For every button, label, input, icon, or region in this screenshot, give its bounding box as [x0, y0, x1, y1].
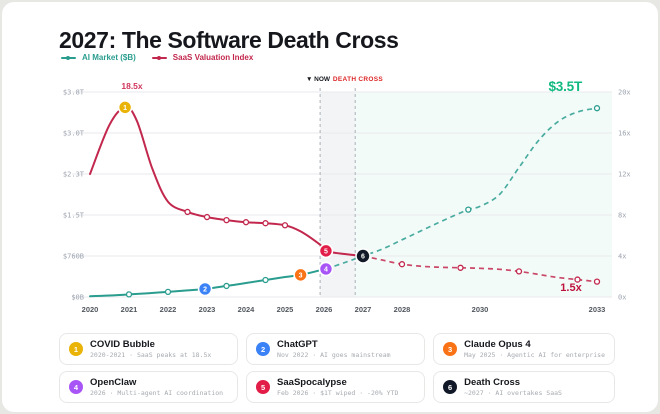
saas-line-swatch-icon	[151, 55, 167, 60]
saas_index-point-marker	[184, 208, 191, 216]
saas_index-point-marker	[515, 268, 523, 275]
event-card-description: 2026 · Multi-agent AI coordination	[90, 388, 224, 397]
event-card-openclaw: 4 OpenClaw 2026 · Multi-agent AI coordinat…	[59, 371, 239, 403]
saas_index-point-marker	[593, 278, 601, 285]
ai_market-point-marker	[164, 288, 172, 296]
event-marker-4[interactable]	[318, 261, 334, 277]
projection-band	[355, 92, 612, 297]
event-card-title: SaaSpocalypse	[277, 376, 347, 388]
left-axis-tick-label: $3.0T	[63, 130, 85, 138]
ai_market-point-marker	[593, 105, 601, 112]
event-card-description: May 2025 · Agentic AI for enterprise	[464, 350, 605, 359]
saas_index-point-marker	[398, 261, 406, 268]
event-number-badge: 3	[443, 342, 458, 356]
event-marker-number: 6	[361, 254, 365, 261]
page-title: 2027: The Software Death Cross	[59, 27, 399, 54]
right-axis-tick-label: 0x	[618, 294, 626, 302]
chart-area: $0B $760B $1.5T $2.3T $3.0T $3.8T 0x 4x 8x 12x 16x…	[32, 74, 638, 326]
saas_index-point-marker	[203, 213, 211, 221]
event-number-badge: 6	[443, 380, 458, 394]
left-axis-tick-label: $3.8T	[63, 89, 85, 97]
event-card-title: OpenClaw	[90, 376, 137, 388]
x-axis-tick-label: 2026	[316, 305, 333, 314]
ai_market-point-marker	[262, 276, 269, 284]
legend-label-saas-index: SaaS Valuation Index	[172, 53, 254, 62]
left-axis-tick-label: $760B	[63, 253, 84, 261]
x-axis-tick-label: 2028	[394, 305, 411, 314]
saas_index-point-marker	[457, 264, 464, 271]
death-cross-label: DEATH CROSS	[332, 76, 384, 83]
event-card-description: 2020-2021 · SaaS peaks at 18.5x	[90, 350, 212, 359]
chart-legend: AI Market ($B) SaaS Valuation Index	[61, 53, 253, 62]
event-marker-5[interactable]	[318, 243, 334, 259]
event-card-claude-opus-4: 3 Claude Opus 4 May 2025 · Agentic AI for …	[433, 333, 615, 365]
x-axis-tick-label: 2020	[82, 305, 99, 314]
now-marker-label: ▼ NOW	[305, 76, 331, 83]
event-marker-number: 1	[123, 105, 127, 112]
event-card-title: COVID Bubble	[90, 338, 155, 350]
right-axis-tick-label: 12x	[618, 171, 631, 179]
event-card-covid-bubble: 1 COVID Bubble 2020-2021 · SaaS peaks at 1…	[59, 333, 239, 365]
saas_index-point-marker	[281, 222, 289, 229]
saas-endpoint-value-label: 1.5x	[560, 282, 582, 294]
event-marker-2[interactable]	[197, 281, 213, 297]
x-axis-tick-label: 2023	[199, 305, 216, 314]
event-card-title: Claude Opus 4	[464, 338, 531, 350]
event-number-badge: 2	[256, 342, 271, 356]
event-marker-number: 3	[299, 272, 303, 279]
event-card-description: Feb 2026 · $1T wiped · -20% YTD	[277, 388, 399, 397]
x-axis-tick-label: 2027	[355, 305, 372, 314]
event-card-title: ChatGPT	[277, 338, 318, 350]
ai_market-point-marker	[125, 291, 133, 298]
saas_index-point-marker	[223, 216, 230, 224]
event-card-saaspocalypse: 5 SaaSpocalypse Feb 2026 · $1T wiped · -20…	[246, 371, 426, 403]
saas_index-point-marker	[262, 220, 269, 227]
event-card-description: Nov 2022 · AI goes mainstream	[277, 350, 391, 359]
event-cards: 1 COVID Bubble 2020-2021 · SaaS peaks at 1…	[59, 333, 615, 403]
event-card-description: ~2027 · AI overtakes SaaS	[464, 388, 562, 397]
event-marker-number: 5	[324, 248, 328, 255]
ai_market-point-marker	[465, 206, 472, 213]
ai-endpoint-value-label: $3.5T	[548, 79, 582, 94]
ai_market-point-marker	[223, 282, 230, 290]
left-axis-tick-label: $2.3T	[63, 171, 85, 179]
event-card-death-cross: 6 Death Cross ~2027 · AI overtakes SaaS	[433, 371, 615, 403]
event-marker-number: 4	[324, 266, 328, 273]
event-number-badge: 4	[69, 380, 83, 394]
x-axis-tick-label: 2025	[277, 305, 294, 314]
event-card-title: Death Cross	[464, 376, 521, 388]
saas-peak-value-label: 18.5x	[121, 81, 143, 91]
legend-item-ai-market[interactable]: AI Market ($B)	[61, 53, 136, 62]
legend-label-ai-market: AI Market ($B)	[82, 53, 136, 62]
x-axis-tick-label: 2030	[472, 305, 489, 314]
event-number-badge: 5	[256, 380, 271, 394]
x-axis-tick-label: 2024	[238, 305, 256, 314]
saas_index-point-marker	[574, 276, 581, 283]
right-axis-tick-label: 20x	[618, 89, 631, 97]
x-axis-tick-label: 2022	[160, 305, 177, 314]
event-marker-3[interactable]	[293, 267, 308, 283]
chart-svg: $0B $760B $1.5T $2.3T $3.0T $3.8T 0x 4x 8x 12x 16x…	[63, 88, 631, 314]
x-axis-tick-label: 2033	[589, 305, 606, 314]
event-marker-1[interactable]	[117, 100, 133, 115]
left-axis-tick-label: $0B	[71, 294, 84, 302]
saas_index-point-marker	[242, 219, 250, 226]
left-axis-tick-label: $1.5T	[63, 212, 85, 220]
legend-item-saas-index[interactable]: SaaS Valuation Index	[151, 53, 254, 62]
right-axis-tick-label: 4x	[618, 253, 626, 261]
ai-line-swatch-icon	[61, 55, 76, 60]
event-card-chatgpt: 2 ChatGPT Nov 2022 · AI goes mainstream	[246, 333, 426, 365]
right-axis-tick-label: 16x	[618, 130, 631, 138]
x-axis-tick-label: 2021	[121, 305, 138, 314]
event-marker-number: 2	[203, 286, 207, 293]
event-marker-6[interactable]	[355, 248, 371, 264]
event-number-badge: 1	[69, 342, 83, 356]
right-axis-tick-label: 8x	[618, 212, 626, 220]
